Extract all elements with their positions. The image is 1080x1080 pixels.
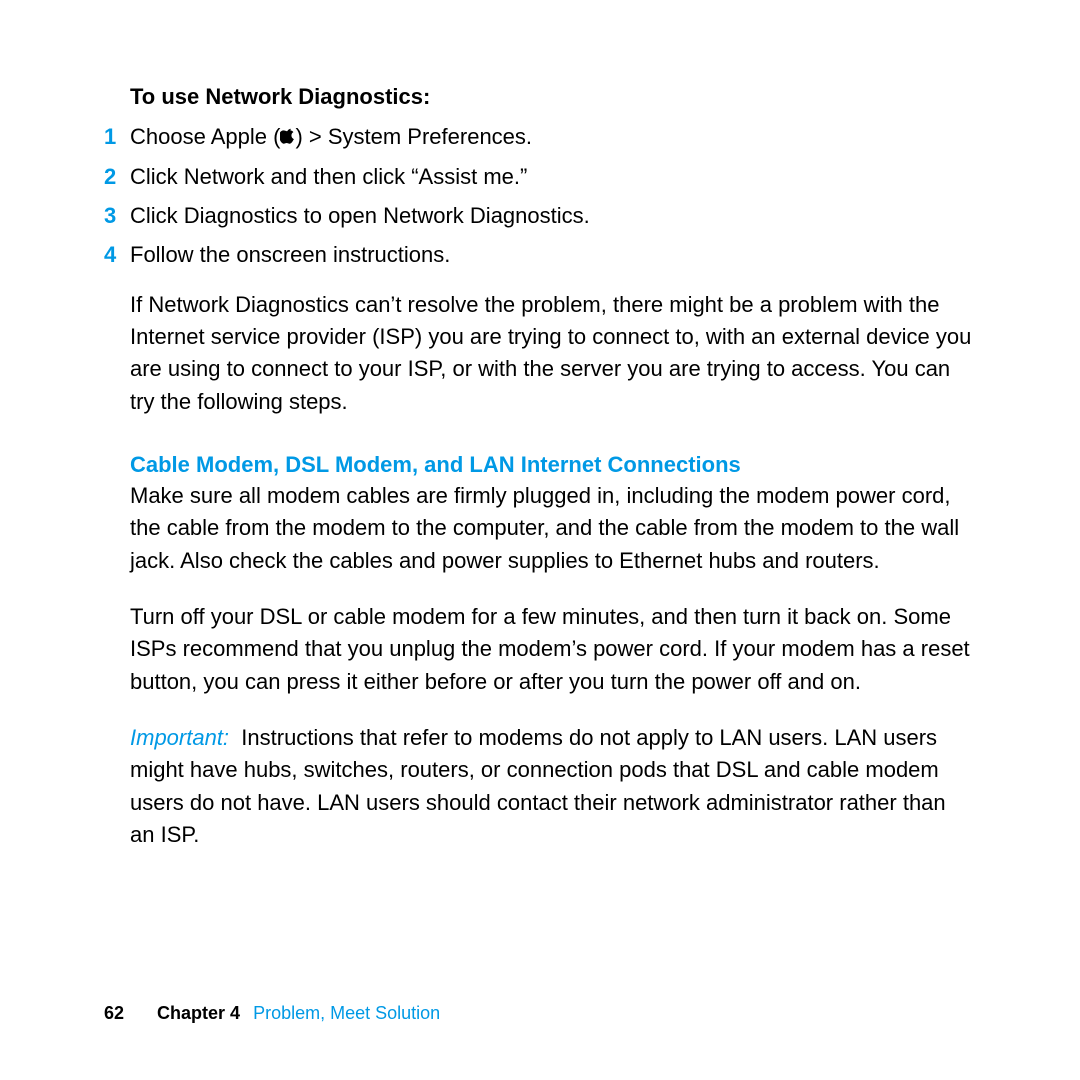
step-3: 3 Click Diagnostics to open Network Diag…: [104, 196, 976, 235]
section-title: To use Network Diagnostics:: [104, 80, 976, 113]
apple-logo-icon: [280, 118, 295, 157]
paragraph-important: Important: Instructions that refer to mo…: [130, 722, 976, 851]
step-1-pre: Choose Apple (: [130, 124, 280, 149]
page-number: 62: [104, 1003, 124, 1023]
important-text: Instructions that refer to modems do not…: [130, 725, 946, 847]
step-text: Click Diagnostics to open Network Diagno…: [130, 196, 976, 235]
steps-list: 1 Choose Apple () > System Preferences. …: [104, 117, 976, 275]
step-number: 3: [104, 196, 130, 235]
step-1: 1 Choose Apple ( ) > System Preferences.: [104, 117, 976, 157]
paragraph-modem-cables: Make sure all modem cables are firmly pl…: [130, 480, 976, 577]
step-text: Click Network and then click “Assist me.…: [130, 157, 976, 196]
step-text: Choose Apple ( ) > System Preferences.: [130, 117, 976, 157]
chapter-label: Chapter 4: [157, 1003, 240, 1023]
important-label: Important:: [130, 725, 241, 750]
subheading-connections: Cable Modem, DSL Modem, and LAN Internet…: [130, 452, 976, 478]
step-2: 2 Click Network and then click “Assist m…: [104, 157, 976, 196]
page: To use Network Diagnostics: 1 Choose App…: [0, 0, 1080, 1080]
step-number: 2: [104, 157, 130, 196]
step-number: 4: [104, 235, 130, 274]
step-number: 1: [104, 117, 130, 156]
step-1-post: ) > System Preferences.: [295, 124, 532, 149]
paragraph-modem-reset: Turn off your DSL or cable modem for a f…: [130, 601, 976, 698]
step-4: 4 Follow the onscreen instructions.: [104, 235, 976, 274]
paragraph-diagnostics-note: If Network Diagnostics can’t resolve the…: [130, 289, 976, 418]
step-text: Follow the onscreen instructions.: [130, 235, 976, 274]
page-footer: 62 Chapter 4 Problem, Meet Solution: [104, 1004, 440, 1022]
chapter-title: Problem, Meet Solution: [253, 1003, 440, 1023]
